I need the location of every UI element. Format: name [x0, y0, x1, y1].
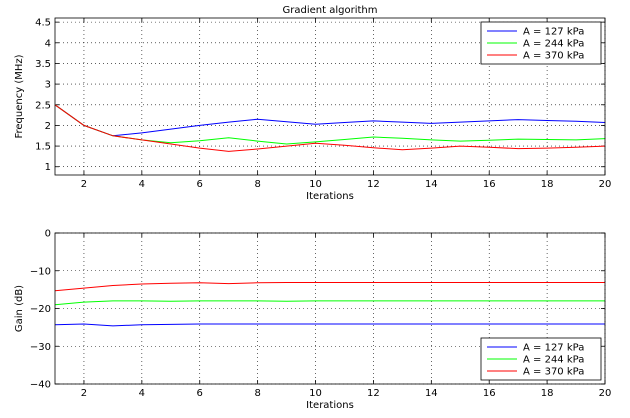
legend-label-1: A = 127 kPa: [523, 343, 584, 354]
y-tick-label: 4.5: [35, 18, 51, 29]
y-tick-label: −40: [30, 380, 51, 391]
x-tick-label: 16: [483, 179, 496, 190]
x-tick-label: 6: [197, 388, 203, 399]
axes-box: [54, 232, 606, 385]
chart-title: Gradient algorithm: [283, 5, 378, 16]
series-line-3: [54, 282, 605, 292]
legend-box: [480, 337, 602, 381]
x-tick-label: 12: [367, 179, 380, 190]
x-tick-label: 14: [425, 388, 438, 399]
series-line-2: [54, 300, 605, 306]
y-tick-label: −20: [30, 304, 51, 315]
x-tick-label: 6: [197, 179, 203, 190]
legend-label-3: A = 370 kPa: [523, 51, 584, 62]
x-axis-label: Iterations: [306, 191, 354, 202]
x-tick-label: 18: [541, 179, 554, 190]
x-tick-label: 4: [139, 179, 145, 190]
x-tick-label: 20: [599, 179, 612, 190]
x-tick-label: 10: [309, 388, 322, 399]
x-tick-label: 16: [483, 388, 496, 399]
chart-1: 2 4 6 8 10 12 14 16 18 20 1 1.5 2 2.5 3 3.5 4 4.5 Gradient…: [14, 5, 611, 202]
y-tick-label: 3.5: [35, 59, 51, 70]
y-tick-label: 1.5: [35, 142, 51, 153]
x-tick-label: 14: [425, 179, 438, 190]
y-tick-label: 0: [45, 229, 51, 240]
y-tick-label: 4: [45, 38, 51, 49]
y-tick-label: 3: [45, 80, 51, 91]
legend-label-2: A = 244 kPa: [523, 355, 584, 366]
y-axis-label: Frequency (MHz): [14, 54, 25, 138]
x-tick-label: 20: [599, 388, 612, 399]
axes-box: [54, 17, 606, 176]
x-tick-label: 12: [367, 388, 380, 399]
series-line-3: [54, 104, 606, 152]
y-tick-label: 2: [45, 121, 51, 132]
x-tick-label: 2: [81, 179, 87, 190]
y-tick-label: −10: [30, 266, 51, 277]
x-tick-label: 2: [81, 388, 87, 399]
x-tick-label: 4: [139, 388, 145, 399]
chart-2: 2 4 6 8 10 12 14 16 18 20 −40 −30 −20 −10 0 Iterations G…: [14, 229, 611, 412]
legend-label-1: A = 127 kPa: [523, 27, 584, 38]
x-tick-label: 10: [309, 179, 322, 190]
series-line-1: [54, 104, 606, 137]
x-tick-label: 8: [254, 179, 260, 190]
legend-label-2: A = 244 kPa: [523, 39, 584, 50]
y-tick-label: 2.5: [35, 100, 51, 111]
series-line-1: [54, 323, 605, 327]
x-axis-label: Iterations: [306, 400, 354, 411]
x-tick-label: 18: [541, 388, 554, 399]
y-tick-label: 1: [45, 162, 51, 173]
y-tick-label: −30: [30, 342, 51, 353]
y-axis-label: Gain (dB): [14, 285, 25, 332]
legend-label-3: A = 370 kPa: [523, 367, 584, 378]
x-tick-label: 8: [254, 388, 260, 399]
